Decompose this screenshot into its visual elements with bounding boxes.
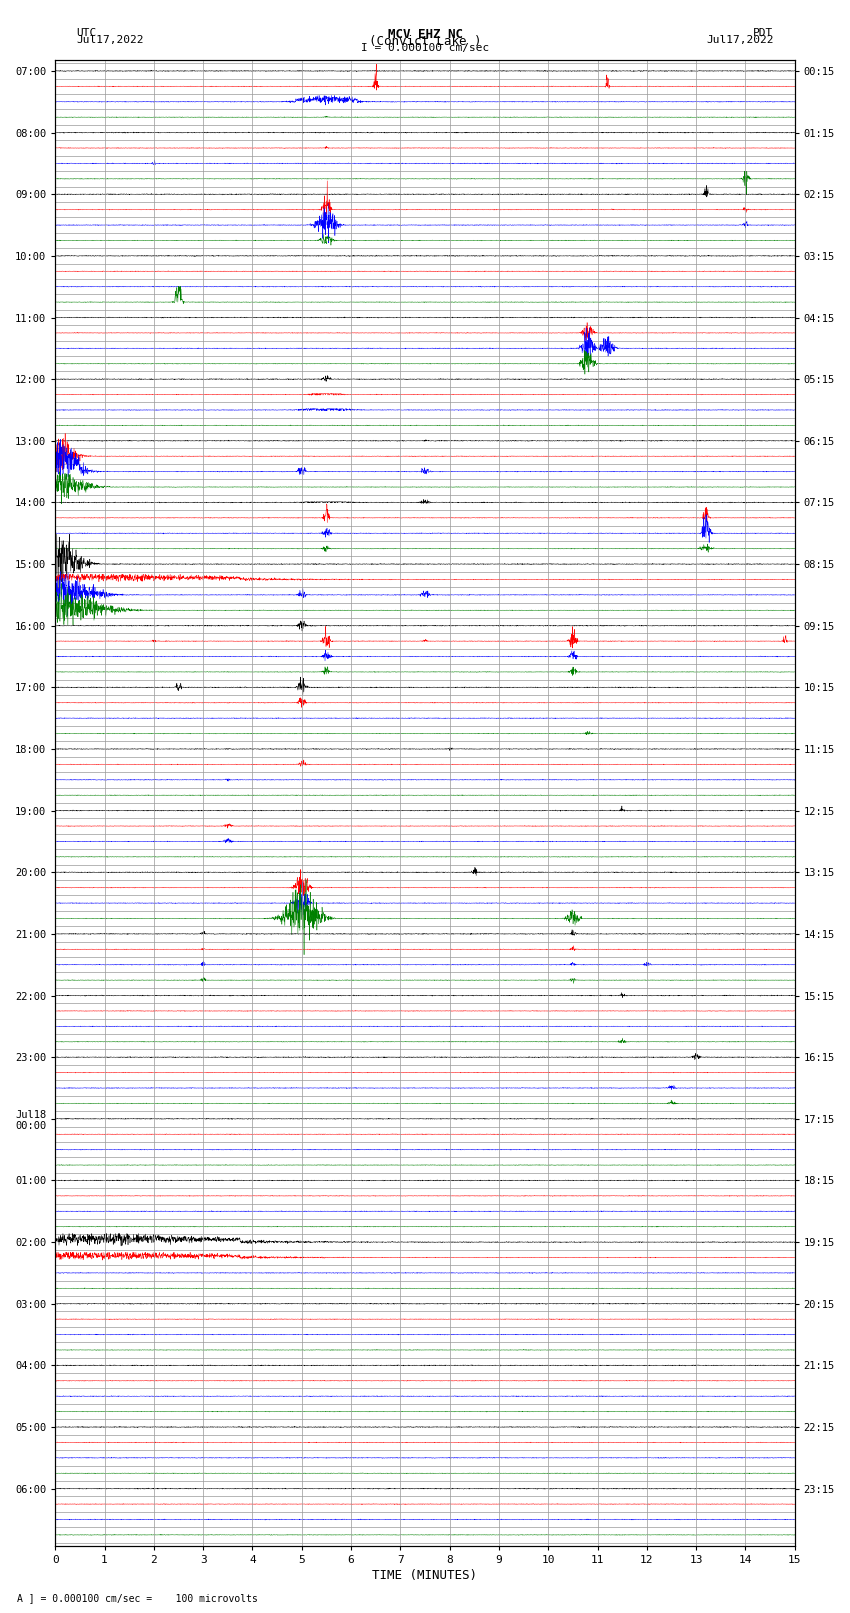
Text: Jul17,2022: Jul17,2022 xyxy=(706,35,774,45)
X-axis label: TIME (MINUTES): TIME (MINUTES) xyxy=(372,1569,478,1582)
Text: Jul17,2022: Jul17,2022 xyxy=(76,35,144,45)
Text: A ] = 0.000100 cm/sec =    100 microvolts: A ] = 0.000100 cm/sec = 100 microvolts xyxy=(17,1594,258,1603)
Text: UTC: UTC xyxy=(76,29,97,39)
Text: PDT: PDT xyxy=(753,29,774,39)
Text: MCV EHZ NC: MCV EHZ NC xyxy=(388,29,462,42)
Text: I = 0.000100 cm/sec: I = 0.000100 cm/sec xyxy=(361,44,489,53)
Text: (Convict Lake ): (Convict Lake ) xyxy=(369,35,481,48)
